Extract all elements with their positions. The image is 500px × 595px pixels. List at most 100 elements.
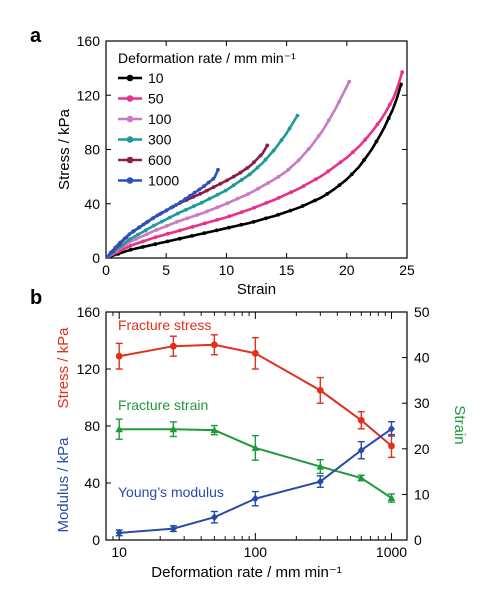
data-point-1000	[160, 211, 164, 215]
y-right-tick-label-b: 20	[414, 441, 430, 457]
data-point-300	[287, 126, 292, 131]
data-point-fracture-strain	[316, 462, 325, 470]
legend-swatch-marker-10	[126, 74, 134, 82]
data-point-1000	[155, 213, 160, 218]
panel-b: 10 100 1000 0 40 80 120 160 0 10 20 30 40 50 Deformati…	[55, 304, 468, 581]
data-point-600	[191, 195, 196, 199]
data-point-fracture-strain	[357, 473, 366, 481]
data-point-100	[286, 167, 291, 172]
data-point-600	[231, 174, 236, 179]
data-point-600	[265, 143, 270, 148]
data-point-600	[225, 178, 229, 183]
legend-label-1000: 1000	[148, 173, 179, 189]
y-axis-label-modulus-b: Modulus / kPa	[55, 437, 72, 533]
data-point-1000	[178, 200, 183, 205]
data-point-100	[195, 213, 200, 217]
y-axis-label-stress-b: Stress / kPa	[55, 327, 72, 409]
data-point-fracture-strain	[251, 443, 260, 451]
y-tick-label-a: 80	[84, 142, 100, 158]
data-point-1000	[118, 240, 122, 245]
data-point-1000	[192, 190, 197, 195]
legend-title-a: Deformation rate / mm min⁻¹	[118, 50, 296, 66]
data-point-50	[165, 231, 170, 236]
data-point-50	[227, 214, 232, 219]
legend-label-50: 50	[148, 91, 164, 107]
data-point-1000	[188, 193, 192, 198]
data-point-100	[306, 147, 311, 151]
data-point-50	[289, 190, 293, 195]
data-point-50	[178, 228, 182, 233]
data-point-10	[362, 158, 366, 162]
data-point-100	[235, 196, 240, 201]
data-point-300	[136, 232, 140, 237]
data-point-50	[350, 150, 355, 155]
data-point-300	[239, 178, 244, 182]
data-point-300	[159, 219, 164, 224]
data-point-100	[175, 220, 179, 224]
y-tick-label-a: 0	[92, 250, 100, 266]
data-point-600	[204, 188, 209, 193]
data-point-50	[363, 137, 368, 142]
x-tick-label-b: 100	[244, 544, 268, 560]
data-point-50	[141, 239, 145, 244]
data-point-300	[127, 237, 132, 242]
legend-label-600: 600	[148, 152, 172, 168]
data-point-300	[183, 208, 188, 212]
data-point-100	[205, 209, 210, 214]
data-point-50	[128, 243, 133, 248]
legend-swatch-marker-600	[126, 156, 134, 164]
y-tick-label-a: 40	[84, 196, 100, 212]
data-point-300	[152, 223, 156, 228]
data-point-50	[153, 235, 158, 240]
data-point-50	[215, 218, 220, 222]
data-point-10	[386, 116, 391, 121]
data-point-10	[313, 198, 317, 203]
data-point-100	[327, 118, 331, 122]
data-point-10	[177, 236, 182, 241]
data-point-50	[264, 201, 269, 205]
data-point-1000	[174, 203, 178, 207]
data-point-50	[190, 225, 195, 229]
data-point-1000	[150, 216, 155, 221]
data-point-300	[271, 148, 276, 153]
data-point-50	[239, 210, 244, 215]
legend-label-10: 10	[148, 70, 164, 86]
legend-label-300: 300	[148, 132, 172, 148]
data-point-fracture-stress	[115, 352, 123, 360]
data-point-10	[288, 208, 293, 213]
data-point-1000	[164, 208, 169, 213]
data-point-600	[211, 185, 216, 190]
data-point-300	[167, 215, 172, 220]
data-point-100	[144, 232, 149, 237]
y-right-tick-label-b: 50	[414, 304, 430, 320]
data-point-100	[266, 181, 270, 185]
data-point-youngs-modulus	[387, 424, 395, 433]
x-tick-label-a: 15	[279, 262, 295, 278]
data-point-300	[191, 204, 196, 209]
data-point-1000	[122, 236, 127, 241]
y-left-tick-label-b: 40	[84, 475, 100, 491]
data-point-300	[199, 200, 204, 205]
series-label-b: Young’s modulus	[118, 484, 224, 500]
y-right-tick-label-b: 0	[414, 532, 422, 548]
legend-swatch-marker-50	[126, 95, 134, 102]
data-point-youngs-modulus	[210, 513, 218, 522]
data-point-youngs-modulus	[357, 446, 365, 455]
legend-swatch-marker-100	[126, 115, 134, 123]
data-point-10	[214, 228, 219, 233]
data-point-fracture-stress	[316, 386, 324, 394]
data-point-youngs-modulus	[251, 494, 259, 503]
data-point-50	[276, 195, 281, 200]
y-left-tick-label-b: 0	[92, 532, 100, 548]
data-point-1000	[127, 232, 132, 237]
data-point-10	[202, 231, 207, 236]
data-point-100	[134, 237, 139, 241]
data-point-100	[164, 224, 169, 228]
data-point-300	[215, 192, 220, 197]
data-point-1000	[136, 225, 141, 230]
data-point-10	[300, 204, 305, 208]
x-axis-label-a: Strain	[237, 281, 276, 298]
data-point-1000	[108, 250, 113, 255]
data-point-1000	[132, 229, 136, 233]
data-point-10	[239, 222, 244, 227]
